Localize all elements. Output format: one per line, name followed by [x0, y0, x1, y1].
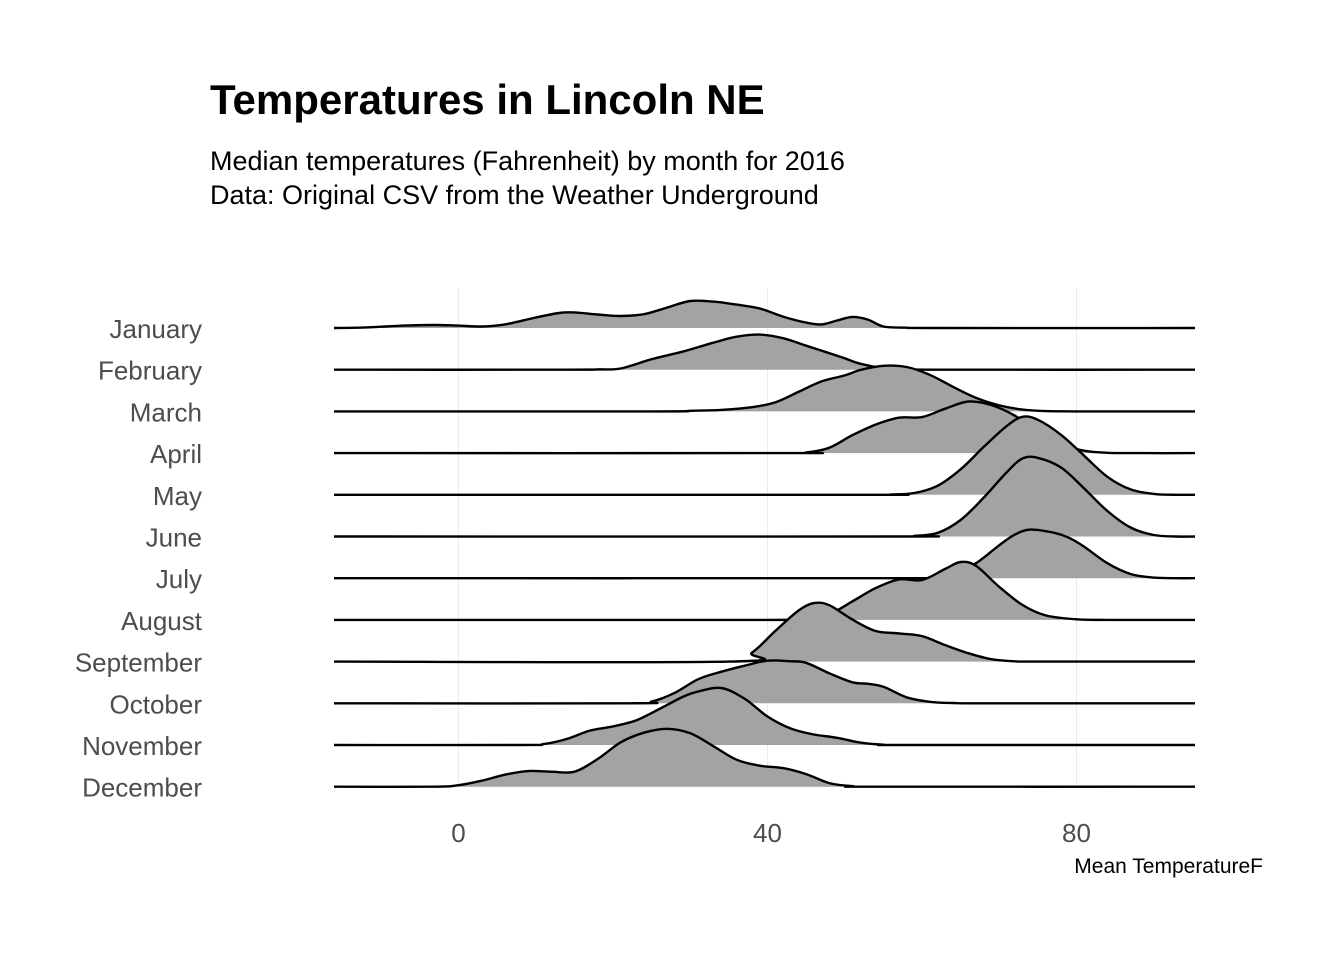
ridge-line-october [333, 659, 1195, 705]
month-label-april: April [150, 439, 202, 469]
ridge-fill-january [334, 300, 1195, 329]
ridge-line-may [333, 415, 1196, 497]
ridge-series [333, 299, 1196, 789]
month-label-may: May [153, 481, 202, 511]
x-tick-labels: 0 40 80 [451, 818, 1091, 848]
ridge-line-september [333, 601, 1195, 664]
ridge-fill-april [334, 401, 1195, 454]
month-label-june: June [146, 523, 202, 553]
month-labels: January February March April May June July Augu… [75, 314, 203, 803]
ridge-line-march [333, 364, 1195, 413]
ridge-fill-july [334, 529, 1195, 579]
month-label-november: November [82, 731, 202, 761]
chart-subtitle-line-2: Data: Original CSV from the Weather Unde… [210, 180, 819, 210]
month-label-july: July [156, 564, 202, 594]
ridge-fill-august [334, 561, 1195, 620]
x-tick-label: 80 [1062, 818, 1091, 848]
ridge-fill-september [334, 602, 1195, 663]
month-label-october: October [110, 689, 203, 719]
ridge-fill-november [334, 687, 1195, 746]
chart-title: Temperatures in Lincoln NE [210, 76, 765, 123]
ridge-line-april [333, 400, 1196, 455]
ridge-fill-october [334, 660, 1195, 704]
chart-subtitle-line-1: Median temperatures (Fahrenheit) by mont… [210, 146, 845, 176]
ridge-line-november [333, 686, 1195, 747]
ridge-fill-june [334, 456, 1195, 537]
ridge-line-december [333, 727, 1196, 789]
ridge-line-june [333, 455, 1196, 538]
ridge-fill-may [334, 416, 1195, 495]
month-label-february: February [98, 356, 202, 386]
month-label-august: August [121, 606, 203, 636]
x-tick-label: 40 [753, 818, 782, 848]
ridge-fill-february [334, 334, 1195, 370]
month-label-september: September [75, 648, 203, 678]
month-label-december: December [82, 773, 202, 803]
month-label-march: March [130, 397, 202, 427]
month-label-january: January [110, 314, 203, 344]
x-axis-label: Mean TemperatureF [1074, 855, 1263, 878]
ridge-line-january [333, 299, 1196, 330]
x-tick-label: 0 [451, 818, 465, 848]
